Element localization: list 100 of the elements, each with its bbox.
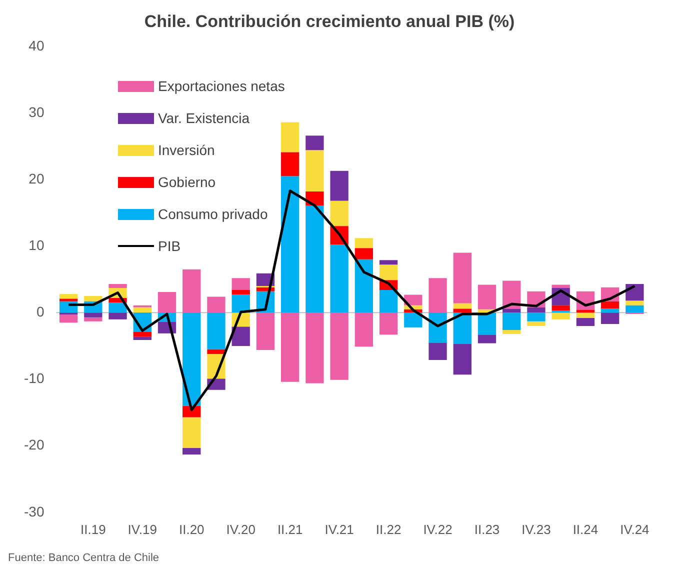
bar bbox=[379, 264, 398, 280]
legend-label: Exportaciones netas bbox=[158, 78, 285, 94]
bar bbox=[502, 330, 521, 334]
legend-label: Var. Existencia bbox=[158, 110, 250, 126]
x-tick-label: IV.24 bbox=[620, 522, 650, 537]
bar bbox=[232, 278, 250, 290]
x-tick-label: IV.23 bbox=[522, 522, 551, 537]
y-tick-label: -10 bbox=[24, 370, 44, 386]
bar bbox=[626, 284, 644, 301]
bar bbox=[453, 308, 472, 313]
x-tick-label: IV.20 bbox=[226, 522, 256, 537]
bar bbox=[354, 238, 374, 248]
bar bbox=[354, 248, 374, 260]
bar bbox=[256, 312, 275, 350]
y-tick-label: 0 bbox=[36, 304, 44, 320]
bar bbox=[428, 312, 447, 343]
bar bbox=[59, 314, 78, 323]
bar bbox=[404, 312, 422, 328]
bar bbox=[207, 349, 226, 354]
bar bbox=[379, 312, 398, 335]
x-tick-label: II.19 bbox=[80, 522, 106, 537]
x-tick-label: IV.22 bbox=[423, 522, 452, 537]
bar bbox=[133, 307, 152, 313]
x-tick-label: II.20 bbox=[178, 522, 204, 537]
bar bbox=[330, 170, 348, 201]
bar bbox=[108, 302, 127, 313]
bar bbox=[354, 259, 374, 313]
legend-label: Inversión bbox=[158, 142, 215, 158]
bar bbox=[330, 312, 348, 380]
y-tick-label: 10 bbox=[28, 236, 44, 253]
bar bbox=[600, 308, 620, 313]
bar bbox=[108, 284, 127, 288]
bar bbox=[182, 417, 201, 448]
x-tick-label: II.24 bbox=[572, 522, 598, 537]
bar bbox=[428, 342, 447, 360]
bar bbox=[232, 294, 250, 313]
bar bbox=[182, 448, 201, 454]
y-tick-label: 20 bbox=[28, 170, 44, 186]
bar bbox=[232, 290, 250, 295]
source-note: Fuente: Banco Centra de Chile bbox=[8, 552, 160, 564]
bar bbox=[453, 312, 472, 344]
bar bbox=[502, 308, 521, 313]
bar bbox=[379, 290, 398, 313]
y-tick-label: -30 bbox=[24, 503, 44, 520]
x-tick-label: II.23 bbox=[474, 522, 500, 537]
bar bbox=[600, 312, 620, 324]
bar bbox=[207, 312, 226, 350]
bar bbox=[626, 300, 644, 306]
bar bbox=[453, 252, 472, 304]
bar bbox=[306, 206, 324, 313]
bar bbox=[133, 336, 152, 340]
bar bbox=[306, 150, 324, 192]
bar bbox=[330, 200, 348, 226]
bar bbox=[478, 334, 496, 344]
bar bbox=[502, 280, 521, 309]
y-tick-label: 40 bbox=[28, 37, 44, 54]
bar bbox=[453, 303, 472, 309]
x-tick-label: IV.21 bbox=[324, 522, 354, 537]
bar bbox=[306, 312, 324, 384]
bar bbox=[182, 269, 201, 313]
bar bbox=[600, 301, 620, 309]
legend-label: PIB bbox=[158, 238, 181, 254]
bar bbox=[59, 294, 78, 299]
bar bbox=[626, 305, 644, 313]
bar bbox=[576, 310, 595, 313]
bar bbox=[207, 296, 226, 313]
bar bbox=[478, 312, 496, 335]
y-tick-label: -20 bbox=[24, 436, 44, 453]
bar bbox=[552, 312, 570, 320]
bar bbox=[182, 312, 201, 406]
x-tick-label: IV.19 bbox=[128, 522, 157, 537]
bar bbox=[280, 312, 300, 382]
bar bbox=[527, 321, 546, 326]
x-tick-label: II.21 bbox=[277, 522, 303, 537]
legend-label: Gobierno bbox=[158, 174, 216, 190]
bar bbox=[84, 296, 102, 302]
bar bbox=[379, 260, 398, 265]
bar bbox=[576, 318, 595, 326]
bar bbox=[280, 176, 300, 313]
bar bbox=[354, 312, 374, 347]
bar bbox=[527, 307, 546, 313]
bar bbox=[453, 344, 472, 375]
bar bbox=[306, 136, 324, 150]
bar bbox=[232, 326, 250, 346]
y-tick-label: 30 bbox=[28, 104, 44, 120]
bar bbox=[158, 292, 176, 313]
bar bbox=[552, 284, 570, 288]
bar bbox=[502, 312, 521, 330]
bar bbox=[576, 312, 595, 318]
bar bbox=[404, 294, 422, 306]
legend-label: Consumo privado bbox=[158, 206, 268, 222]
chart-title: Chile. Contribución crecimiento anual PIB (%) bbox=[144, 12, 515, 31]
bar bbox=[108, 312, 127, 320]
bar bbox=[59, 298, 78, 302]
bar bbox=[527, 312, 546, 322]
bar bbox=[84, 317, 102, 322]
bar bbox=[552, 305, 570, 311]
bar bbox=[478, 284, 496, 310]
bar bbox=[133, 332, 152, 337]
bar bbox=[428, 278, 447, 313]
